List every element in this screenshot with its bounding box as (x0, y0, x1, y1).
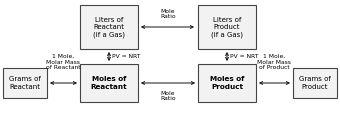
Bar (80, 64, 138, 102)
Text: 1 Mole,
Molar Mass
of Reactant: 1 Mole, Molar Mass of Reactant (46, 54, 80, 70)
Text: Mole
Ratio: Mole Ratio (160, 91, 176, 101)
Text: Grams of
Product: Grams of Product (299, 76, 331, 90)
Text: Moles of
Reactant: Moles of Reactant (91, 76, 127, 90)
Text: PV = NRT: PV = NRT (112, 55, 140, 60)
Bar (293, 68, 337, 98)
Text: Mole
Ratio: Mole Ratio (160, 9, 176, 19)
Bar (3, 68, 47, 98)
Text: Liters of
Product
(if a Gas): Liters of Product (if a Gas) (211, 16, 243, 37)
Bar (198, 64, 256, 102)
Text: Grams of
Reactant: Grams of Reactant (9, 76, 41, 90)
Text: PV = NRT: PV = NRT (230, 55, 258, 60)
Bar (198, 5, 256, 49)
Text: Liters of
Reactant
(if a Gas): Liters of Reactant (if a Gas) (93, 16, 125, 37)
Text: Moles of
Product: Moles of Product (210, 76, 244, 90)
Text: 1 Mole,
Molar Mass
of Product: 1 Mole, Molar Mass of Product (257, 54, 291, 70)
Bar (80, 5, 138, 49)
